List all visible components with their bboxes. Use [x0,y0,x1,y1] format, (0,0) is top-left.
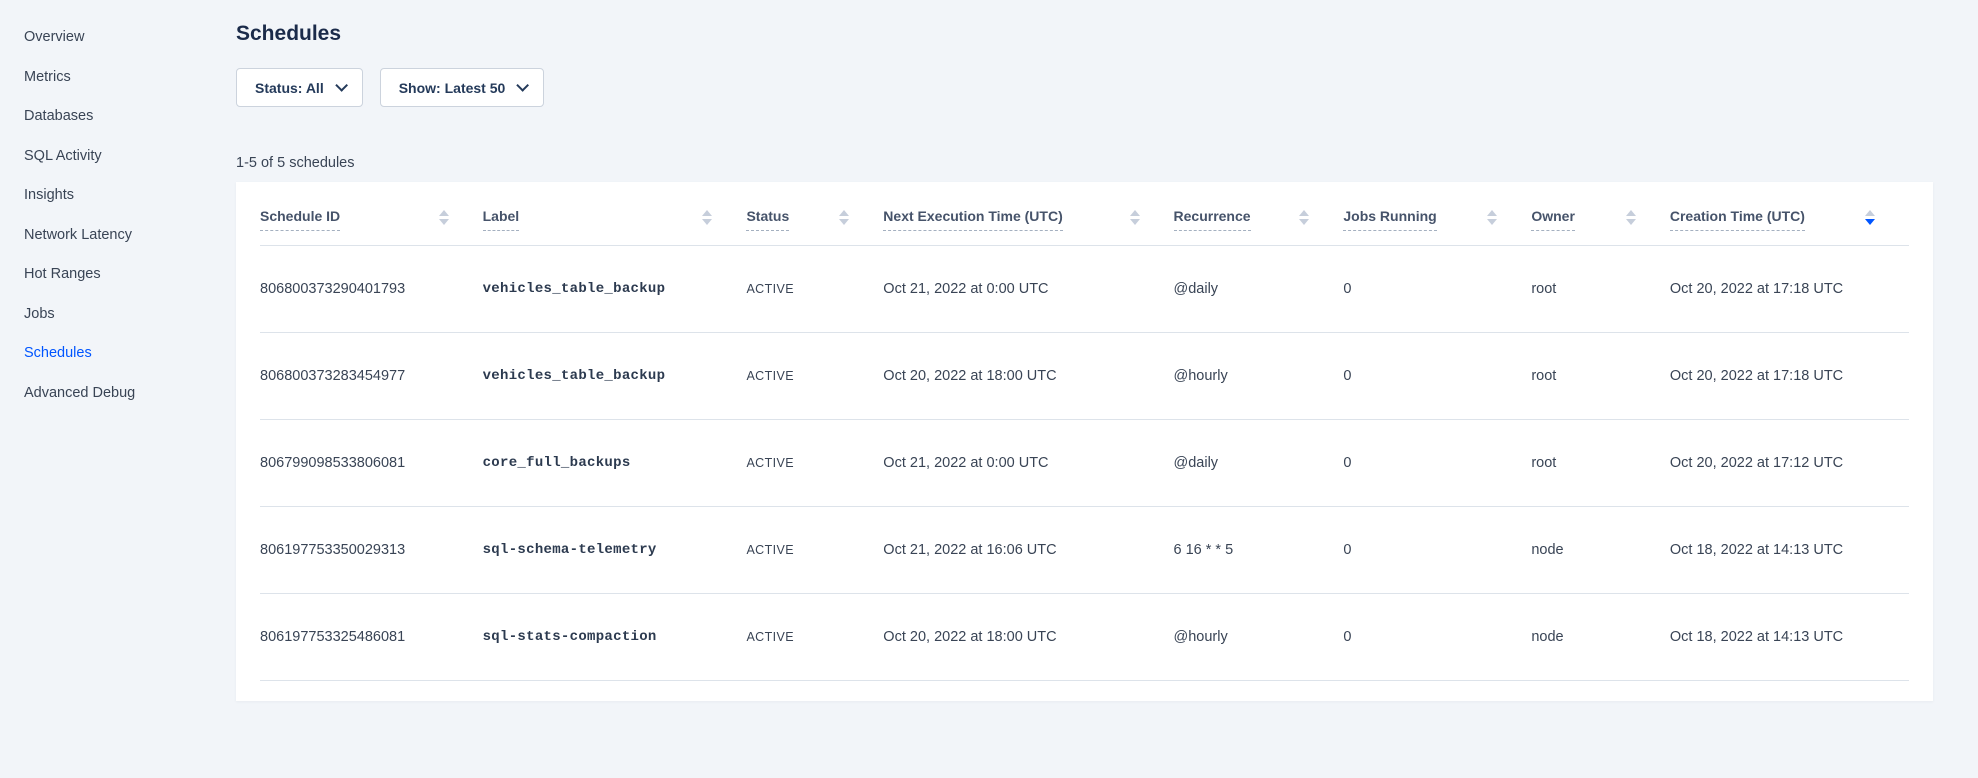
cell-status: ACTIVE [746,245,884,333]
cell-jobs-running: 0 [1343,593,1532,681]
chevron-down-icon [334,79,348,92]
cell-recurrence: @daily [1173,419,1344,507]
cell-next-execution: Oct 21, 2022 at 16:06 UTC [883,506,1174,594]
sidebar-item-insights[interactable]: Insights [24,187,74,203]
cell-label: sql-stats-compaction [482,593,747,681]
cell-jobs-running: 0 [1343,419,1532,507]
show-filter-label: Show: Latest 50 [398,79,506,96]
cell-status: ACTIVE [746,419,884,507]
column-header-recurrence[interactable]: Recurrence [1173,208,1344,231]
cell-recurrence: @hourly [1173,332,1344,420]
table-row: 806197753325486081 sql-stats-compaction … [260,593,1909,681]
cell-creation-time: Oct 18, 2022 at 14:13 UTC [1669,506,1909,594]
cell-creation-time: Oct 20, 2022 at 17:12 UTC [1669,419,1909,507]
schedules-table: Schedule ID Label Status Next Execu [260,182,1909,681]
table-row: 806800373283454977 vehicles_table_backup… [260,332,1909,420]
page-title: Schedules [236,22,342,45]
cell-owner: root [1531,332,1670,420]
sort-arrows-icon[interactable] [1487,210,1498,225]
cell-owner: node [1531,506,1670,594]
cell-schedule-id: 806197753350029313 [260,506,483,594]
sidebar-item-sql-activity[interactable]: SQL Activity [24,147,102,164]
sort-arrows-icon[interactable] [1625,210,1636,225]
table-row: 806800373290401793 vehicles_table_backup… [260,245,1909,333]
sort-arrows-icon[interactable] [702,210,713,225]
show-filter-dropdown[interactable]: Show: Latest 50 [379,68,545,107]
sidebar-item-network-latency[interactable]: Network Latency [24,226,132,243]
results-count: 1-5 of 5 schedules [236,155,355,171]
sidebar-item-advanced-debug[interactable]: Advanced Debug [24,384,136,401]
column-header-schedule-id[interactable]: Schedule ID [260,208,483,231]
filter-bar: Status: All Show: Latest 50 [236,68,1933,107]
cell-label: core_full_backups [482,419,747,507]
column-header-jobs-running[interactable]: Jobs Running [1343,208,1531,231]
cell-status: ACTIVE [746,332,884,420]
sidebar: Overview Metrics Databases SQL Activity … [0,0,236,778]
cell-owner: root [1531,419,1670,507]
column-header-status[interactable]: Status [746,208,883,231]
cell-creation-time: Oct 18, 2022 at 14:13 UTC [1669,593,1909,681]
sidebar-item-databases[interactable]: Databases [24,108,94,124]
cell-label: vehicles_table_backup [482,332,747,420]
column-header-creation-time[interactable]: Creation Time (UTC) [1669,208,1909,231]
cell-schedule-id: 806197753325486081 [260,593,483,681]
sort-arrows-icon[interactable] [438,210,449,225]
cell-schedule-id: 806800373283454977 [260,332,483,420]
cell-next-execution: Oct 20, 2022 at 18:00 UTC [883,593,1174,681]
sort-arrows-icon[interactable] [839,210,850,225]
cell-status: ACTIVE [746,593,884,681]
cell-schedule-id: 806799098533806081 [260,419,483,507]
cell-recurrence: @hourly [1173,593,1344,681]
table-row: 806197753350029313 sql-schema-telemetry … [260,506,1909,594]
sidebar-item-jobs[interactable]: Jobs [24,305,55,322]
cell-next-execution: Oct 21, 2022 at 0:00 UTC [883,419,1174,507]
cell-creation-time: Oct 20, 2022 at 17:18 UTC [1669,245,1909,333]
sort-arrows-icon-active-desc[interactable] [1865,210,1875,225]
schedules-table-card: Schedule ID Label Status Next Execu [236,182,1933,701]
sidebar-item-metrics[interactable]: Metrics [24,68,71,85]
cell-schedule-id: 806800373290401793 [260,245,483,333]
cell-jobs-running: 0 [1343,245,1532,333]
table-row: 806799098533806081 core_full_backups ACT… [260,419,1909,507]
status-filter-dropdown[interactable]: Status: All [236,68,363,107]
column-header-next-execution-time[interactable]: Next Execution Time (UTC) [883,208,1173,231]
chevron-down-icon [516,79,530,92]
cell-jobs-running: 0 [1343,332,1532,420]
sort-arrows-icon[interactable] [1299,210,1310,225]
column-header-label[interactable]: Label [482,208,747,231]
cell-recurrence: 6 16 * * 5 [1173,506,1344,594]
cell-next-execution: Oct 21, 2022 at 0:00 UTC [883,245,1174,333]
column-header-owner[interactable]: Owner [1531,208,1670,231]
cell-recurrence: @daily [1173,245,1344,333]
table-header-row: Schedule ID Label Status Next Execu [260,182,1909,246]
sidebar-item-schedules[interactable]: Schedules [24,345,92,361]
main-content: Schedules Status: All Show: Latest 50 1-… [236,0,1978,778]
status-filter-label: Status: All [255,79,324,96]
cell-owner: node [1531,593,1670,681]
cell-next-execution: Oct 20, 2022 at 18:00 UTC [883,332,1174,420]
sort-arrows-icon[interactable] [1129,210,1140,225]
cell-status: ACTIVE [746,506,884,594]
sidebar-item-overview[interactable]: Overview [24,29,85,45]
cell-label: vehicles_table_backup [482,245,747,333]
cell-label: sql-schema-telemetry [482,506,747,594]
cell-owner: root [1531,245,1670,333]
cell-creation-time: Oct 20, 2022 at 17:18 UTC [1669,332,1909,420]
cell-jobs-running: 0 [1343,506,1532,594]
sidebar-item-hot-ranges[interactable]: Hot Ranges [24,266,101,282]
